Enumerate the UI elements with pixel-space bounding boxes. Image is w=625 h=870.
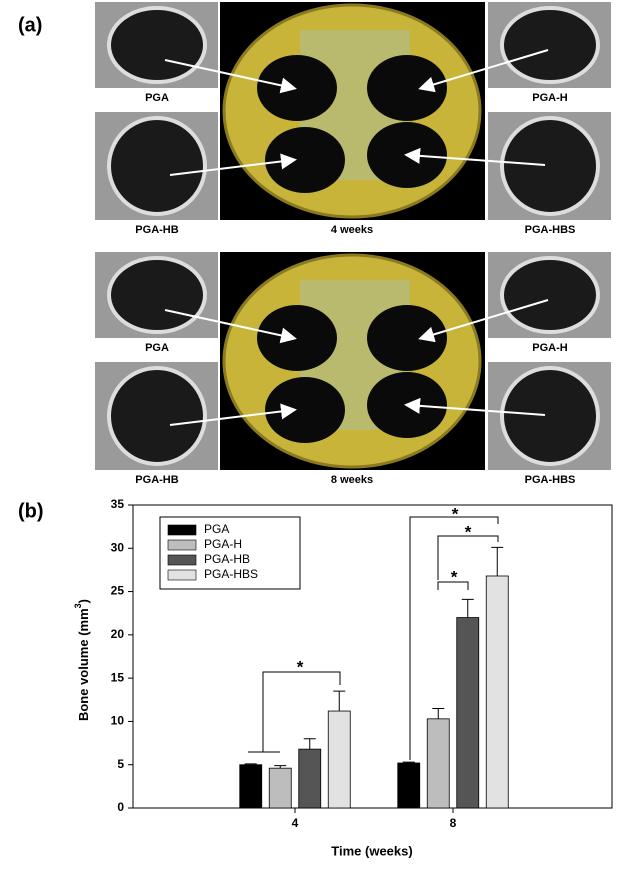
- y-tick-label: 0: [117, 800, 124, 814]
- y-label-end: ): [76, 599, 91, 603]
- image-label: PGA-HBS: [525, 474, 576, 486]
- arrow: [418, 49, 549, 93]
- skull-defect: [367, 55, 447, 121]
- error-bar: [274, 765, 287, 769]
- legend-label: PGA-HBS: [204, 567, 258, 581]
- y-axis-label: Bone volume (mm3): [73, 599, 91, 721]
- bar: [239, 764, 263, 809]
- defect-hole: [500, 256, 600, 334]
- legend-swatch: [167, 569, 197, 581]
- significance-bracket: [437, 581, 469, 590]
- image-label: PGA-H: [532, 342, 568, 354]
- legend-label: PGA-HB: [204, 552, 250, 566]
- significance-bracket: [248, 671, 341, 753]
- arrow: [164, 59, 297, 94]
- skull-defect: [367, 122, 447, 188]
- arrow: [404, 397, 546, 416]
- legend-swatch: [167, 539, 197, 551]
- panel-label: (b): [18, 500, 44, 522]
- image-label: PGA-H: [532, 92, 568, 104]
- error-bar: [333, 690, 346, 712]
- significance-bracket: [437, 535, 499, 580]
- error-bar: [402, 761, 415, 763]
- legend-label: PGA: [204, 522, 229, 536]
- legend-swatch: [167, 554, 197, 566]
- skull-defect: [265, 127, 345, 193]
- significance-label: *: [465, 522, 472, 541]
- image-label: PGA-HB: [135, 224, 178, 236]
- error-bar: [461, 598, 474, 618]
- time-label: 4 weeks: [331, 224, 373, 236]
- defect-hole: [500, 6, 600, 84]
- defect-hole: [107, 116, 207, 216]
- x-tick-label: 4: [292, 816, 299, 830]
- skull-defect: [257, 305, 337, 371]
- time-label: 8 weeks: [331, 474, 373, 486]
- significance-label: *: [297, 657, 304, 676]
- error-bar: [244, 763, 257, 765]
- skull-defect: [367, 372, 447, 438]
- y-tick-label: 35: [111, 497, 125, 511]
- defect-hole: [107, 366, 207, 466]
- y-tick-label: 10: [111, 714, 125, 728]
- legend-swatch: [167, 524, 197, 536]
- legend-label: PGA-H: [204, 537, 242, 551]
- image-label: PGA: [145, 92, 169, 104]
- significance-label: *: [451, 567, 458, 586]
- significance-bracket: [409, 516, 499, 760]
- y-tick-label: 15: [111, 670, 125, 684]
- bar: [298, 748, 322, 809]
- error-bar: [303, 738, 316, 750]
- arrow: [169, 403, 297, 426]
- arrow: [418, 299, 549, 343]
- y-label-text: Bone volume (mm: [76, 608, 91, 721]
- bar: [426, 718, 450, 809]
- error-bar: [432, 707, 445, 719]
- skull-defect: [367, 305, 447, 371]
- image-label: PGA-HB: [135, 474, 178, 486]
- arrow: [164, 309, 297, 344]
- x-tick-label: 8: [450, 816, 457, 830]
- error-bar: [491, 546, 504, 576]
- skull-defect: [265, 377, 345, 443]
- y-tick-label: 20: [111, 627, 125, 641]
- defect-hole: [500, 366, 600, 466]
- bar: [485, 575, 509, 809]
- image-label: PGA: [145, 342, 169, 354]
- arrow: [404, 147, 546, 166]
- plot-frame: [132, 504, 613, 809]
- skull-defect: [257, 55, 337, 121]
- significance-label: *: [452, 504, 459, 523]
- y-label-sup: 3: [73, 603, 83, 608]
- bar: [397, 762, 421, 809]
- y-tick-label: 5: [117, 757, 124, 771]
- image-label: PGA-HBS: [525, 224, 576, 236]
- bar: [268, 767, 292, 809]
- y-tick-label: 30: [111, 540, 125, 554]
- defect-hole: [107, 6, 207, 84]
- x-axis-label: Time (weeks): [331, 843, 412, 858]
- bar: [456, 617, 480, 809]
- arrow: [169, 153, 297, 176]
- y-tick-label: 25: [111, 584, 125, 598]
- defect-hole: [500, 116, 600, 216]
- bar: [327, 710, 351, 809]
- panel-label: (a): [18, 14, 42, 36]
- defect-hole: [107, 256, 207, 334]
